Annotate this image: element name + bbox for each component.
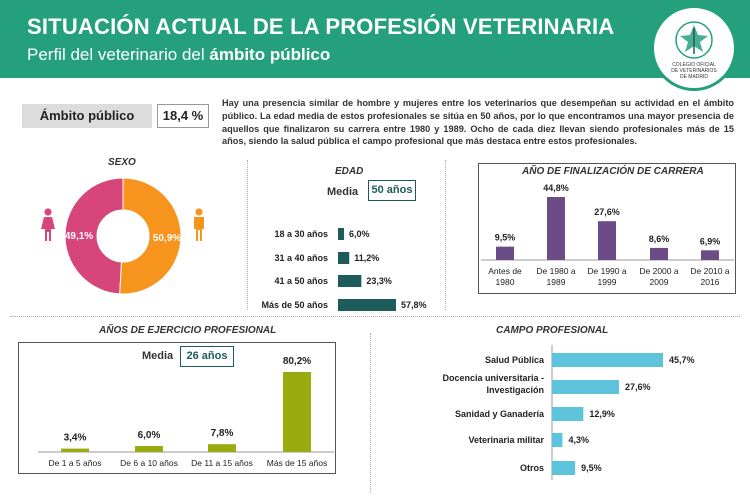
finalizacion-category-label: 2009 [650, 277, 669, 287]
subtitle-prefix: Perfil del veterinario del [27, 45, 210, 64]
campo-bar [552, 353, 663, 367]
finalizacion-category-label: De 1990 a [587, 266, 626, 276]
ambito-label: Ámbito público [22, 104, 152, 128]
edad-title: EDAD [335, 166, 364, 177]
sexo-slice [119, 177, 182, 295]
campo-category-label: Docencia universitaria - [442, 373, 544, 383]
campo-category-label: Sanidad y Ganadería [455, 409, 545, 419]
finalizacion-category-label: 1999 [598, 277, 617, 287]
sexo-slice [64, 177, 124, 295]
page-title: SITUACIÓN ACTUAL DE LA PROFESIÓN VETERIN… [27, 14, 615, 39]
college-logo: COLEGIO OFICIAL DE VETERINARIOS DE MADRI… [651, 5, 737, 91]
sexo-title: SEXO [108, 157, 136, 168]
ejercicio-data-label: 80,2% [283, 356, 311, 367]
ejercicio-category-label: Más de 15 años [267, 458, 327, 468]
campo-data-label: 4,3% [568, 435, 589, 445]
finalizacion-frame [478, 163, 736, 294]
campo-bar [552, 380, 620, 394]
logo-line-3: DE MADRID [679, 74, 709, 80]
campo-data-label: 27,6% [625, 382, 651, 392]
finalizacion-bar [547, 197, 565, 260]
ejercicio-bar [208, 444, 236, 452]
header-banner: SITUACIÓN ACTUAL DE LA PROFESIÓN VETERIN… [0, 0, 750, 78]
edad-category-label: 31 a 40 años [274, 253, 328, 263]
separator-horizontal [10, 316, 740, 317]
edad-data-label: 6,0% [349, 229, 370, 239]
ejercicio-category-label: De 6 a 10 años [120, 458, 178, 468]
edad-media-value: 50 años [368, 180, 416, 201]
sexo-slice-label: 49,1% [65, 231, 93, 242]
edad-data-label: 11,2% [354, 253, 379, 263]
campo-bar [552, 461, 576, 475]
finalizacion-category-label: 1980 [496, 277, 515, 287]
finalizacion-bar [650, 247, 668, 260]
campo-bar [552, 433, 563, 447]
ejercicio-bar [135, 446, 163, 452]
campo-bar [552, 407, 584, 421]
separator-ejercicio-campo [370, 333, 371, 493]
ejercicio-category-label: De 11 a 15 años [191, 458, 253, 468]
campo-data-label: 12,9% [589, 409, 615, 419]
finalizacion-bar [598, 221, 616, 260]
finalizacion-data-label: 44,8% [543, 183, 569, 193]
female-person-icon [41, 208, 55, 241]
finalizacion-category-label: De 2010 a [690, 266, 729, 276]
ambito-value: 18,4 % [157, 104, 209, 128]
ejercicio-data-label: 3,4% [64, 433, 87, 444]
sexo-slice-label: 50,9% [153, 233, 181, 244]
finalizacion-data-label: 8,6% [649, 234, 670, 244]
edad-category-label: 41 a 50 años [274, 276, 328, 286]
edad-bar [338, 275, 362, 287]
finalizacion-category-label: 1989 [547, 277, 566, 287]
finalizacion-category-label: 2016 [701, 277, 720, 287]
ejercicio-data-label: 6,0% [138, 430, 161, 441]
ejercicio-category-label: De 1 a 5 años [49, 458, 102, 468]
separator-sexo-edad [247, 160, 248, 310]
logo-emblem-icon [675, 21, 713, 59]
finalizacion-data-label: 27,6% [594, 207, 620, 217]
page-subtitle: Perfil del veterinario del ámbito públic… [27, 45, 330, 65]
campo-data-label: 45,7% [669, 355, 695, 365]
ejercicio-bar [61, 448, 89, 452]
finalizacion-category-label: De 1980 a [536, 266, 575, 276]
edad-data-label: 57,8% [401, 300, 427, 310]
subtitle-bold: ámbito público [209, 45, 331, 64]
edad-data-label: 23,3% [366, 276, 392, 286]
ejercicio-frame [18, 342, 336, 474]
finalizacion-bar [496, 246, 514, 260]
finalizacion-data-label: 6,9% [700, 236, 721, 246]
intro-paragraph: Hay una presencia similar de hombre y mu… [222, 98, 734, 147]
finalizacion-data-label: 9,5% [495, 233, 516, 243]
campo-category-label: Otros [520, 463, 544, 473]
edad-bar [338, 299, 396, 311]
edad-media-label: Media [327, 186, 359, 198]
ejercicio-data-label: 7,8% [211, 428, 234, 439]
campo-title: CAMPO PROFESIONAL [496, 325, 609, 336]
male-person-icon [194, 208, 204, 241]
campo-data-label: 9,5% [581, 463, 602, 473]
finalizacion-category-label: De 2000 a [639, 266, 678, 276]
ejercicio-title: AÑOS DE EJERCICIO PROFESIONAL [99, 325, 277, 336]
ejercicio-media-label: Media [142, 350, 174, 362]
finalizacion-bar [701, 250, 719, 260]
edad-category-label: 18 a 30 años [274, 229, 328, 239]
campo-category-label: Salud Pública [485, 355, 545, 365]
edad-category-label: Más de 50 años [261, 300, 328, 310]
finalizacion-title: AÑO DE FINALIZACIÓN DE CARRERA [520, 166, 706, 177]
edad-bar [338, 252, 350, 264]
ejercicio-media-value: 26 años [180, 346, 234, 367]
logo-line-2: DE VETERINARIOS [671, 68, 717, 74]
campo-category-label: Veterinaria militar [468, 435, 544, 445]
separator-edad-anio [445, 160, 446, 310]
edad-bar [338, 228, 345, 240]
ejercicio-bar [283, 372, 311, 452]
campo-category-label: Investigación [486, 385, 544, 395]
finalizacion-category-label: Antes de [488, 266, 522, 276]
logo-line-1: COLEGIO OFICIAL [672, 62, 716, 68]
